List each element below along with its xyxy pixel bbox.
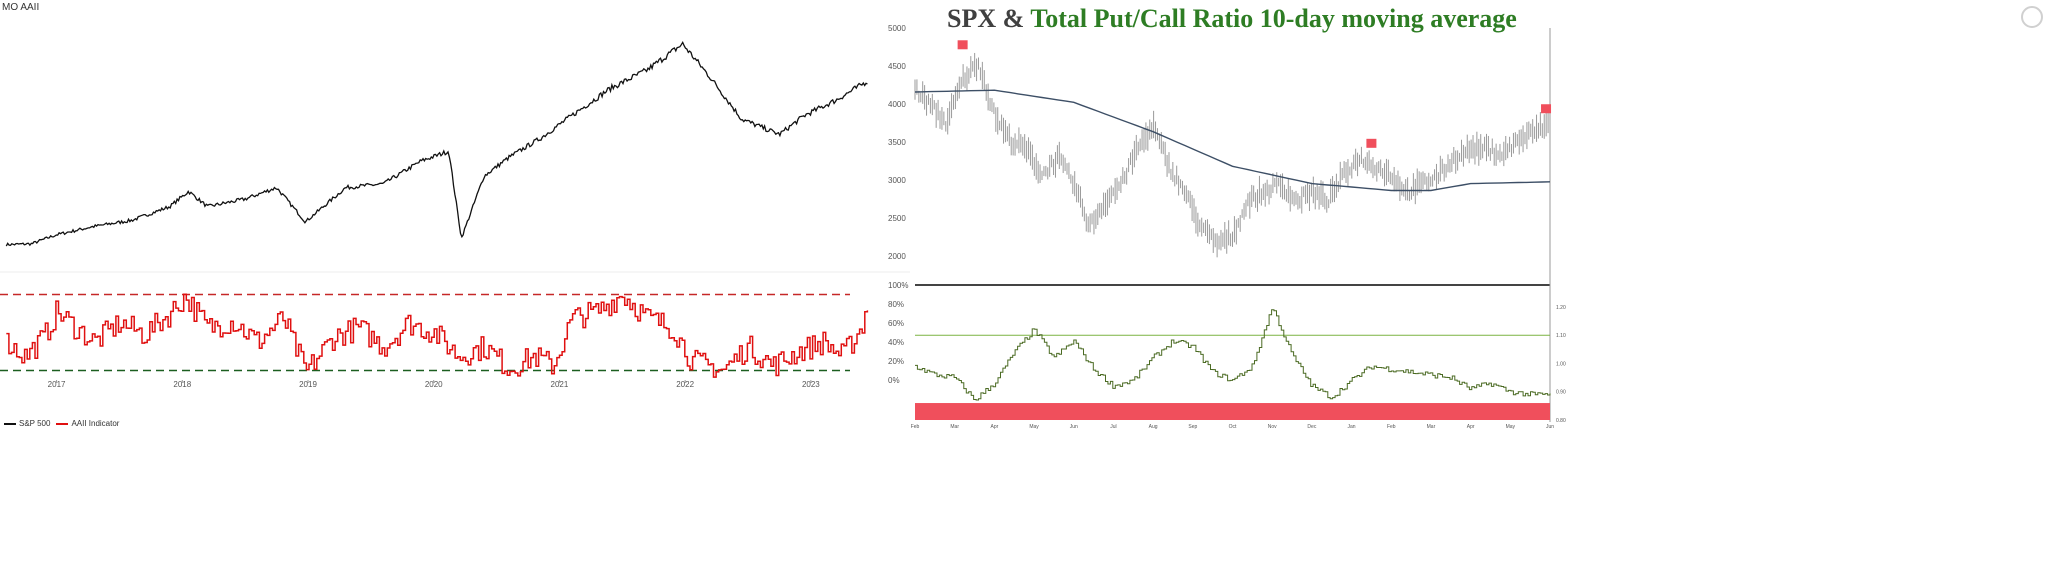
x-tick-label: Jun bbox=[1070, 424, 1078, 430]
bottom-y-tick-label: 0% bbox=[888, 376, 900, 385]
top-y-tick-label: 2000 bbox=[888, 252, 906, 261]
x-tick-label: Feb bbox=[1387, 424, 1396, 430]
title-part-spx: SPX & bbox=[947, 4, 1031, 33]
top-y-tick-label: 5000 bbox=[888, 24, 906, 33]
x-tick-label: Aug bbox=[1149, 424, 1158, 430]
legend-item-aaii[interactable]: AAII Indicator bbox=[56, 419, 119, 428]
x-tick-label: Oct bbox=[1229, 424, 1237, 430]
x-tick-label: 2020 bbox=[425, 380, 443, 389]
right-y-tick-label: 1.20 bbox=[1556, 305, 1566, 311]
chart-title: SPX & Total Put/Call Ratio 10-day moving… bbox=[947, 4, 1517, 34]
top-y-tick-label: 3500 bbox=[888, 138, 906, 147]
aaii-series-line bbox=[6, 293, 869, 378]
x-tick-label: 2022 bbox=[676, 380, 694, 389]
brand-logo-icon bbox=[2021, 6, 2043, 28]
title-part-putcall: Total Put/Call Ratio 10-day moving avera… bbox=[1030, 4, 1517, 33]
x-tick-label: 2018 bbox=[173, 380, 191, 389]
signal-marker bbox=[1366, 138, 1377, 148]
bottom-y-tick-label: 20% bbox=[888, 357, 904, 366]
extreme-band bbox=[915, 403, 1550, 420]
x-tick-label: Mar bbox=[950, 424, 959, 430]
right-y-tick-label: 0.90 bbox=[1556, 390, 1566, 396]
y-axis-label-top: S&P 500 bbox=[910, 158, 912, 190]
x-tick-label: Mar bbox=[1427, 424, 1436, 430]
bottom-y-tick-label: 40% bbox=[888, 338, 904, 347]
top-y-tick-label: 4000 bbox=[888, 100, 906, 109]
chart-header-label: MO AAII bbox=[2, 2, 40, 13]
bottom-y-tick-label: 100% bbox=[888, 281, 908, 290]
x-tick-label: 2017 bbox=[48, 380, 66, 389]
right-y-tick-label: 1.00 bbox=[1556, 361, 1566, 367]
x-tick-label: Sep bbox=[1188, 424, 1197, 430]
bottom-y-tick-label: 60% bbox=[888, 319, 904, 328]
x-tick-label: Apr bbox=[990, 424, 998, 430]
x-tick-label: Jan bbox=[1348, 424, 1356, 430]
top-y-tick-label: 4500 bbox=[888, 62, 906, 71]
x-tick-label: Jul bbox=[1110, 424, 1116, 430]
ma-series-line bbox=[914, 89, 1551, 192]
right-y-tick-label: 0.80 bbox=[1556, 418, 1566, 424]
spx-series-line bbox=[5, 40, 868, 247]
right-y-tick-label: 1.10 bbox=[1556, 333, 1566, 339]
top-y-tick-label: 3000 bbox=[888, 176, 906, 185]
signal-marker bbox=[1541, 104, 1552, 114]
signal-marker bbox=[957, 40, 968, 50]
x-tick-label: Nov bbox=[1268, 424, 1277, 430]
spx-aaii-chart: 5000 4500 4000 3500 3000 2500 2000 100% 80% 60% 40… bbox=[0, 24, 910, 389]
legend-label-spx: S&P 500 bbox=[19, 419, 51, 428]
legend-item-spx[interactable]: S&P 500 bbox=[4, 419, 50, 428]
x-tick-label: 2021 bbox=[551, 380, 569, 389]
x-tick-label: Jun bbox=[1546, 424, 1554, 430]
top-y-tick-label: 2500 bbox=[888, 214, 906, 223]
x-tick-label: Dec bbox=[1307, 424, 1316, 430]
x-tick-label: 2019 bbox=[299, 380, 317, 389]
bottom-y-tick-label: 80% bbox=[888, 300, 904, 309]
putcall-series-line bbox=[915, 309, 1551, 401]
x-tick-label: May bbox=[1029, 424, 1039, 430]
y-axis-label-bottom: AAII Indicator bbox=[910, 307, 912, 355]
x-tick-label: May bbox=[1506, 424, 1516, 430]
x-tick-label: Apr bbox=[1467, 424, 1475, 430]
legend-label-aaii: AAII Indicator bbox=[71, 419, 120, 428]
chart-legend: S&P 500 AAII Indicator bbox=[4, 419, 119, 428]
spx-putcall-chart: S&P 500 AAII Indicator Feb Mar Apr May Jun Jul A… bbox=[910, 28, 1566, 430]
x-tick-label: 2023 bbox=[802, 380, 820, 389]
x-tick-label: Feb bbox=[911, 424, 920, 430]
